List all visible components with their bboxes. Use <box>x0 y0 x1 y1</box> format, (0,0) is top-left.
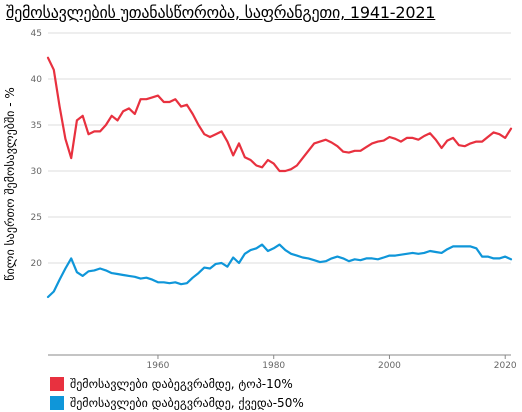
x-axis: 1960 1980 2000 2020 <box>48 354 517 371</box>
y-tick-label-45: 45 <box>31 29 42 39</box>
legend: შემოსავლები დაბეგვრამდე, ტოპ-10% შემოსავ… <box>50 374 304 412</box>
legend-swatch-top10 <box>50 376 64 391</box>
legend-item-top10: შემოსავლები დაბეგვრამდე, ტოპ-10% <box>50 374 304 393</box>
y-tick-label-40: 40 <box>31 75 43 85</box>
x-tick-label-2020: 2020 <box>494 361 517 371</box>
chart-title: შემოსავლების უთანასწორობა, საფრანგეთი, 1… <box>6 3 436 22</box>
x-tick-label-1980: 1980 <box>262 361 285 371</box>
series-lines <box>46 56 513 299</box>
x-tick-label-2000: 2000 <box>378 361 401 371</box>
line-chart: 20 25 30 35 40 45 1960 1980 2000 2020 წილი საერთ… <box>3 29 517 371</box>
y-tick-label-30: 30 <box>31 167 43 177</box>
y-tick-labels: 20 25 30 35 40 45 <box>31 29 43 269</box>
y-tick-label-25: 25 <box>31 213 42 223</box>
y-tick-label-35: 35 <box>31 121 42 131</box>
series-line-bottom50 <box>46 243 513 299</box>
x-tick-label-1960: 1960 <box>147 361 170 371</box>
series-line-top10 <box>46 56 513 173</box>
y-axis-label: წილი საერთო შემოსავლებში - % <box>3 87 17 280</box>
y-tick-label-20: 20 <box>31 259 43 269</box>
legend-item-bottom50: შემოსავლები დაბეგვრამდე, ქვედა-50% <box>50 393 304 412</box>
legend-label-top10: შემოსავლები დაბეგვრამდე, ტოპ-10% <box>70 376 293 391</box>
legend-label-bottom50: შემოსავლები დაბეგვრამდე, ქვედა-50% <box>70 395 304 410</box>
legend-swatch-bottom50 <box>50 395 64 410</box>
